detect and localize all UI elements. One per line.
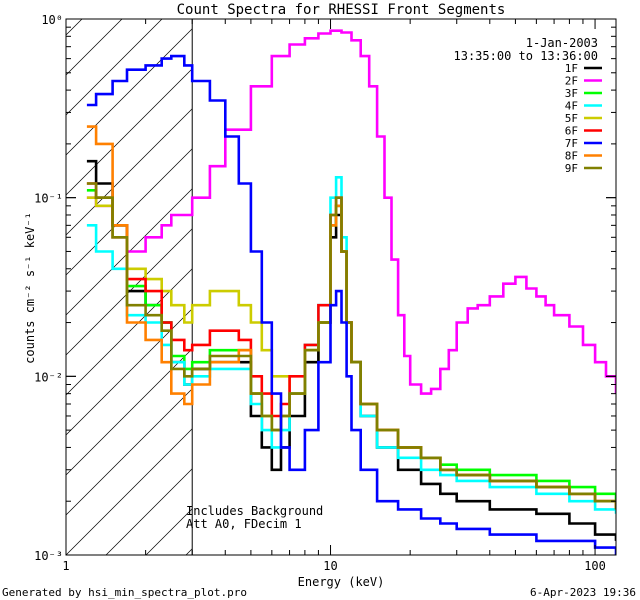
hatch-line	[66, 19, 83, 36]
generator-footer: Generated by hsi_min_spectra_plot.pro	[2, 586, 247, 599]
hatch-line	[66, 308, 193, 436]
legend-label-7F: 7F	[565, 137, 578, 150]
series-9F	[86, 182, 616, 510]
legend-label-1F: 1F	[565, 62, 578, 75]
chart-title: Count Spectra for RHESSI Front Segments	[177, 2, 506, 18]
series-group	[86, 19, 616, 555]
legend-label-6F: 6F	[565, 125, 578, 138]
axis-ticks: 1 10 100 10⁰ 10⁻¹ 10⁻² 10⁻³	[34, 13, 616, 573]
timestamp-footer: 6-Apr-2023 19:36	[530, 586, 636, 599]
date-label: 1-Jan-2003	[526, 36, 598, 50]
hatch-line	[66, 188, 193, 316]
legend-label-2F: 2F	[565, 75, 578, 88]
hatch-line	[105, 468, 193, 555]
y-axis-label: counts cm⁻² s⁻¹ keV⁻¹	[23, 212, 37, 364]
legend-label-3F: 3F	[565, 87, 578, 100]
time-range-label: 13:35:00 to 13:36:00	[454, 49, 599, 63]
hatch-line	[66, 108, 193, 236]
x-axis-label: Energy (keV)	[298, 575, 385, 589]
hatch-line	[66, 28, 193, 156]
legend-label-5F: 5F	[565, 112, 578, 125]
annotation-attenuator: Att A0, FDecim 1	[186, 517, 302, 531]
y-tick-label: 10⁻³	[34, 549, 63, 563]
hatch-line	[66, 19, 123, 76]
hatch-line	[66, 268, 193, 396]
x-tick-label: 10	[323, 559, 337, 573]
series-7F	[86, 54, 616, 555]
legend-label-4F: 4F	[565, 100, 578, 113]
series-2F	[86, 29, 616, 395]
y-tick-label: 10⁻¹	[34, 192, 63, 206]
hatch-line	[66, 228, 193, 356]
attenuator-hatch	[66, 19, 193, 555]
y-tick-label: 10⁰	[41, 13, 63, 27]
annotation-background: Includes Background	[186, 504, 323, 518]
x-tick-label: 100	[584, 559, 606, 573]
hatch-line	[66, 428, 193, 555]
series-8F	[86, 125, 616, 510]
hatch-line	[66, 148, 193, 276]
hatch-line	[66, 348, 193, 476]
legend-label-8F: 8F	[565, 150, 578, 163]
plot-frame	[65, 18, 617, 556]
y-tick-label: 10⁻²	[34, 370, 63, 384]
x-tick-label: 1	[62, 559, 69, 573]
hatch-line	[66, 68, 193, 196]
hatch-line	[66, 19, 163, 116]
hatch-line	[66, 388, 193, 516]
legend-label-9F: 9F	[565, 162, 578, 175]
